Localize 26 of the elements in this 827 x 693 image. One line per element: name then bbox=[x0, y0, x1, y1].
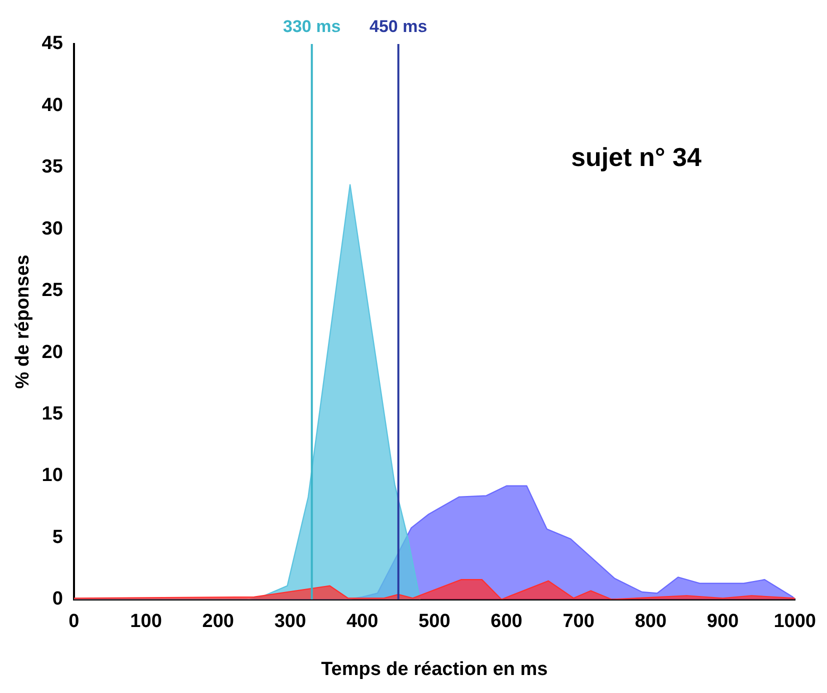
y-axis-title: % de réponses bbox=[12, 254, 34, 389]
y-tick-label: 45 bbox=[42, 33, 64, 54]
y-tick-label: 40 bbox=[42, 94, 63, 116]
y-tick-label: 35 bbox=[42, 156, 64, 178]
annotation: sujet n° 34 bbox=[571, 142, 702, 172]
x-tick-label: 600 bbox=[490, 611, 522, 632]
x-tick-label: 200 bbox=[202, 611, 234, 632]
y-tick-label: 25 bbox=[42, 280, 64, 302]
x-tick-label: 300 bbox=[274, 611, 306, 632]
x-axis-title: Temps de réaction en ms bbox=[321, 658, 548, 680]
x-tick-label: 1000 bbox=[774, 611, 816, 632]
x-tick-label: 900 bbox=[706, 611, 739, 632]
ref-line-label: 450 ms bbox=[370, 17, 428, 36]
ref-line-label: 330 ms bbox=[283, 17, 341, 36]
y-tick-label: 0 bbox=[52, 588, 63, 610]
x-tick-label: 400 bbox=[346, 611, 378, 632]
y-tick-label: 30 bbox=[42, 218, 63, 240]
y-tick-label: 15 bbox=[42, 404, 64, 424]
x-tick-label: 500 bbox=[418, 611, 450, 632]
y-tick-label: 10 bbox=[42, 465, 63, 486]
x-tick-label: 800 bbox=[634, 611, 667, 632]
x-tick-label: 100 bbox=[130, 611, 162, 632]
x-tick-label: 0 bbox=[68, 611, 80, 632]
x-tick-label: 700 bbox=[562, 611, 594, 632]
y-tick-label: 5 bbox=[52, 526, 64, 548]
y-tick-label: 20 bbox=[42, 342, 63, 363]
